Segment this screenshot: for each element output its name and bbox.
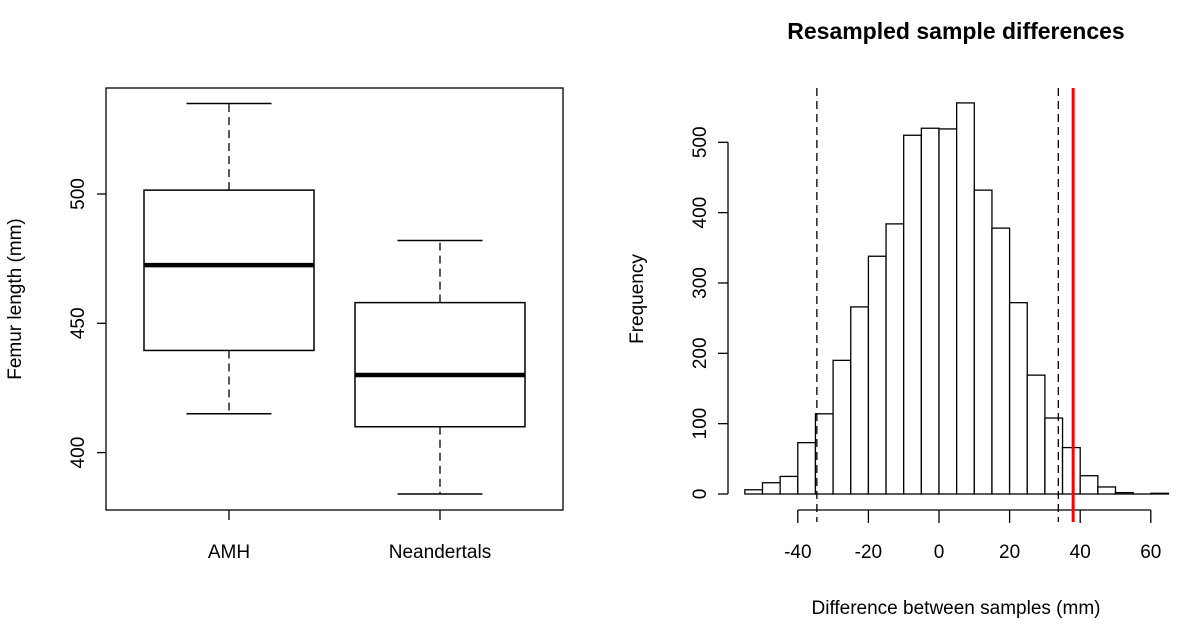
histogram-bar — [797, 442, 817, 495]
boxplot-frame — [105, 87, 564, 511]
histogram-bar — [991, 227, 1011, 495]
histogram-y-axis: 0 100 200 300 400 500 — [690, 126, 729, 500]
histogram-bar — [779, 475, 799, 495]
histogram-x-tick-label: 60 — [1140, 542, 1161, 563]
histogram-bar — [885, 223, 905, 495]
histogram-x-axis: -40 -20 0 20 40 60 — [784, 509, 1161, 563]
boxplot-boxes — [143, 102, 526, 495]
histogram-bar — [1114, 491, 1134, 495]
histogram-panel: Resampled sample differences 01002003004… — [627, 18, 1170, 619]
histogram-x-tick-label: 20 — [999, 542, 1020, 563]
histogram-bar — [744, 489, 764, 495]
histogram-bar — [832, 359, 852, 495]
histogram-bars — [744, 102, 1170, 495]
histogram-x-tick-label: 0 — [934, 542, 945, 563]
histogram-bar — [973, 189, 993, 495]
histogram-bar — [867, 255, 887, 495]
iqr-box — [143, 189, 315, 352]
histogram-y-tick-label: 100 — [690, 408, 711, 440]
histogram-reference-lines — [816, 88, 1075, 522]
boxplot-x-axis: AMH Neandertals — [208, 510, 491, 563]
boxplot-panel: 400 450 500 AMH Neandertals Femur length (m… — [5, 87, 564, 563]
histogram-y-tick-label: 0 — [690, 489, 711, 500]
histogram-y-label: Frequency — [627, 254, 648, 344]
histogram-bar — [761, 482, 781, 495]
boxplot-y-tick-label: 400 — [68, 437, 89, 469]
histogram-bar — [920, 127, 940, 495]
boxplot-y-tick-label: 450 — [68, 307, 89, 339]
histogram-bar — [814, 413, 834, 495]
boxplot-y-axis: 400 450 500 — [68, 178, 106, 468]
boxplot-x-tick-label: AMH — [208, 542, 250, 563]
boxplot-y-label: Femur length (mm) — [5, 218, 26, 380]
histogram-bar — [938, 128, 958, 495]
box-neandertals — [354, 239, 526, 495]
histogram-y-tick-label: 300 — [690, 267, 711, 299]
boxplot-x-tick-label: Neandertals — [389, 542, 491, 563]
histogram-bar — [1026, 374, 1046, 495]
histogram-y-tick-label: 400 — [690, 197, 711, 229]
histogram-bar — [1044, 417, 1064, 495]
histogram-bar — [1097, 486, 1117, 495]
box-amh — [143, 102, 315, 415]
histogram-bar — [1150, 492, 1170, 495]
histogram-x-tick-label: -20 — [855, 542, 882, 563]
histogram-y-tick-label: 500 — [690, 126, 711, 158]
histogram-title: Resampled sample differences — [787, 18, 1124, 44]
histogram-x-label: Difference between samples (mm) — [812, 598, 1101, 619]
histogram-bar — [903, 134, 923, 495]
histogram-x-tick-label: 40 — [1070, 542, 1091, 563]
histogram-bar — [1008, 302, 1028, 495]
histogram-x-tick-label: -40 — [784, 542, 811, 563]
histogram-bar — [1079, 475, 1099, 495]
histogram-bar — [850, 306, 870, 495]
histogram-y-tick-label: 200 — [690, 337, 711, 369]
histogram-bar — [956, 102, 975, 495]
boxplot-y-tick-label: 500 — [68, 178, 89, 210]
histogram-bar — [1061, 446, 1081, 495]
iqr-box — [354, 301, 526, 428]
